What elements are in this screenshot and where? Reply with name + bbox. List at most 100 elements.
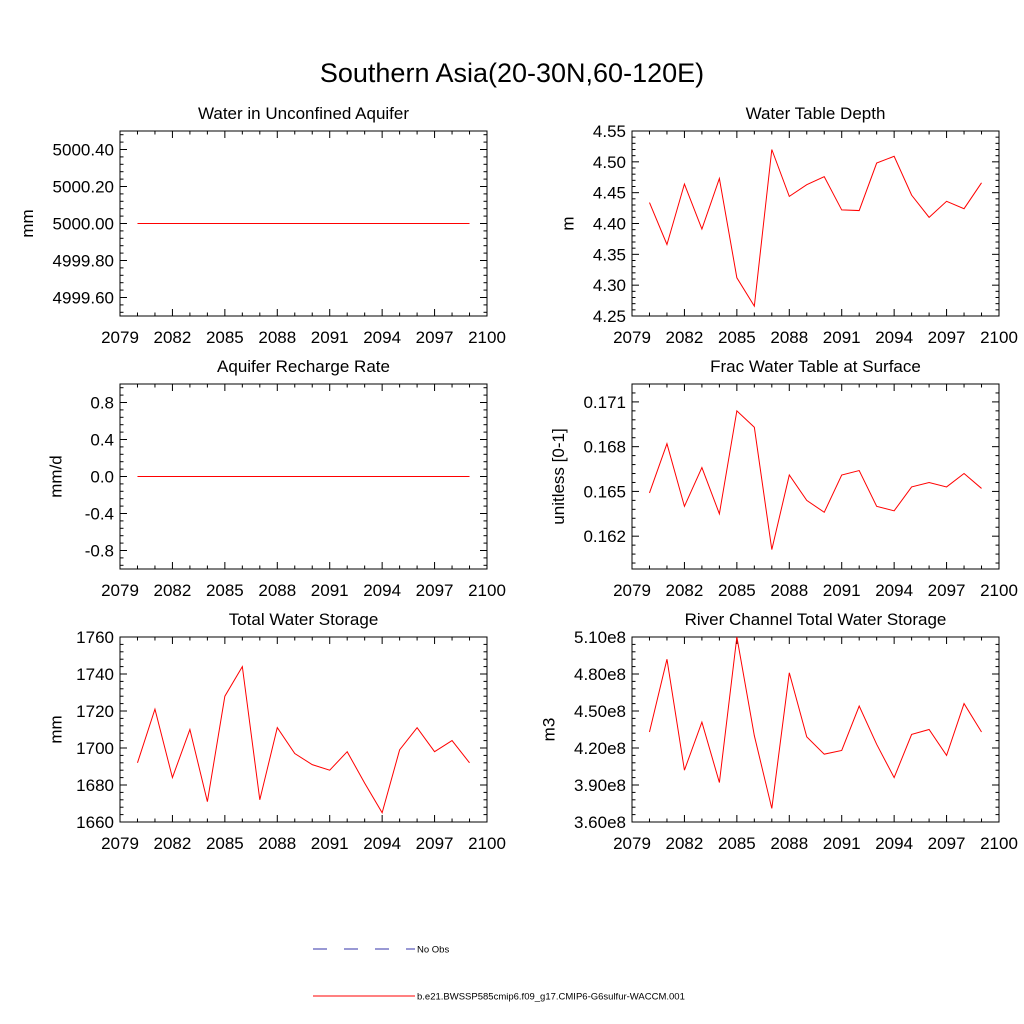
x-tick-label: 2085 [206, 581, 244, 600]
panel-title: Aquifer Recharge Rate [217, 357, 390, 376]
panel-3: 2079 2082 2085 2088 2091 2094 2097 2100 -0.8 -0.4… [47, 357, 506, 600]
y-axis-label: unitless [0-1] [549, 428, 568, 524]
y-tick-label: 4.80e8 [574, 665, 626, 684]
x-tick-label: 2085 [718, 834, 756, 853]
y-tick-label: 1740 [76, 665, 114, 684]
y-tick-label: 0.4 [90, 431, 114, 450]
series-line-1 [649, 149, 982, 308]
y-tick-label: 4999.60 [53, 289, 114, 308]
x-tick-label: 2079 [101, 581, 139, 600]
y-tick-label: 0.8 [90, 394, 114, 413]
x-tick-label: 2094 [363, 581, 401, 600]
x-tick-label: 2079 [101, 834, 139, 853]
y-tick-label: 5000.20 [53, 178, 114, 197]
x-tick-label: 2100 [468, 581, 506, 600]
series-line-1 [137, 665, 470, 815]
x-tick-label: 2085 [718, 328, 756, 347]
series-line-1 [649, 409, 982, 550]
y-axis-label: mm [47, 715, 66, 743]
x-tick-label: 2088 [258, 328, 296, 347]
x-tick-label: 2100 [980, 834, 1018, 853]
y-tick-label: 1720 [76, 702, 114, 721]
x-tick-label: 2082 [666, 834, 704, 853]
panels: 2079 2082 2085 2088 2091 2094 2097 2100 4999.60 4… [18, 104, 1018, 853]
y-tick-label: 5.10e8 [574, 628, 626, 647]
x-tick-label: 2100 [980, 581, 1018, 600]
x-tick-label: 2079 [613, 328, 651, 347]
y-tick-label: 0.165 [583, 482, 626, 501]
y-tick-label: 5000.40 [53, 141, 114, 160]
y-tick-label: 1660 [76, 813, 114, 832]
x-tick-label: 2091 [311, 581, 349, 600]
y-axis-label: m [559, 216, 578, 230]
y-axis-label: m3 [539, 718, 558, 742]
x-tick-label: 2079 [613, 834, 651, 853]
panel-2: 2079 2082 2085 2088 2091 2094 2097 2100 4.25 4.30… [559, 104, 1018, 347]
y-tick-label: 3.60e8 [574, 813, 626, 832]
y-tick-label: 4.20e8 [574, 739, 626, 758]
y-tick-label: 5000.00 [53, 215, 114, 234]
x-tick-label: 2088 [258, 581, 296, 600]
y-tick-label: 4.45 [593, 184, 626, 203]
x-tick-label: 2094 [875, 834, 913, 853]
x-tick-label: 2082 [154, 328, 192, 347]
panel-title: Water Table Depth [746, 104, 886, 123]
legend-model-label: b.e21.BWSSP585cmip6.f09_g17.CMIP6-G6sulf… [417, 992, 685, 1003]
x-tick-label: 2088 [258, 834, 296, 853]
x-tick-label: 2091 [823, 328, 861, 347]
x-tick-label: 2094 [363, 328, 401, 347]
x-tick-label: 2091 [311, 834, 349, 853]
x-tick-label: 2097 [928, 581, 966, 600]
x-tick-label: 2100 [980, 328, 1018, 347]
x-tick-label: 2082 [154, 581, 192, 600]
y-tick-label: 4999.80 [53, 252, 114, 271]
x-tick-label: 2088 [770, 834, 808, 853]
x-tick-label: 2085 [206, 328, 244, 347]
y-axis-label: mm/d [47, 455, 66, 498]
y-tick-label: 1700 [76, 739, 114, 758]
x-tick-label: 2100 [468, 834, 506, 853]
y-axis-label: mm [18, 209, 37, 237]
plot-frame [631, 636, 1000, 823]
plot-frame [119, 636, 488, 823]
x-tick-label: 2097 [928, 834, 966, 853]
y-tick-label: -0.8 [85, 542, 114, 561]
figure-title: Southern Asia(20-30N,60-120E) [320, 58, 704, 88]
y-tick-label: 4.55 [593, 122, 626, 141]
y-tick-label: 0.0 [90, 468, 114, 487]
y-tick-label: 4.50 [593, 153, 626, 172]
x-tick-label: 2079 [101, 328, 139, 347]
y-tick-label: 4.35 [593, 245, 626, 264]
y-tick-label: 3.90e8 [574, 776, 626, 795]
x-tick-label: 2085 [206, 834, 244, 853]
y-tick-label: 0.162 [583, 527, 626, 546]
panel-title: Total Water Storage [229, 610, 379, 629]
series-line-1 [648, 636, 982, 809]
y-tick-label: 4.25 [593, 307, 626, 326]
x-tick-label: 2097 [416, 328, 454, 347]
x-tick-label: 2079 [613, 581, 651, 600]
panel-title: River Channel Total Water Storage [685, 610, 947, 629]
y-tick-label: 4.30 [593, 276, 626, 295]
x-tick-label: 2082 [666, 328, 704, 347]
x-tick-label: 2091 [823, 581, 861, 600]
plot-frame [631, 130, 1000, 317]
panel-4: 2079 2082 2085 2088 2091 2094 2097 2100 0.162 0.1… [549, 357, 1018, 600]
y-tick-label: 1760 [76, 628, 114, 647]
x-tick-label: 2094 [363, 834, 401, 853]
y-tick-label: -0.4 [85, 505, 114, 524]
legend-obs-label: No Obs [417, 945, 449, 956]
x-tick-label: 2082 [154, 834, 192, 853]
y-tick-label: 0.171 [583, 393, 626, 412]
x-tick-label: 2097 [928, 328, 966, 347]
x-tick-label: 2088 [770, 328, 808, 347]
x-tick-label: 2085 [718, 581, 756, 600]
panel-6: 2079 2082 2085 2088 2091 2094 2097 2100 3.60e8 3.… [539, 610, 1018, 853]
x-tick-label: 2094 [875, 581, 913, 600]
x-tick-label: 2091 [823, 834, 861, 853]
x-tick-label: 2097 [416, 834, 454, 853]
legend: No Obs b.e21.BWSSP585cmip6.f09_g17.CMIP6… [313, 945, 685, 1003]
x-tick-label: 2100 [468, 328, 506, 347]
x-tick-label: 2091 [311, 328, 349, 347]
